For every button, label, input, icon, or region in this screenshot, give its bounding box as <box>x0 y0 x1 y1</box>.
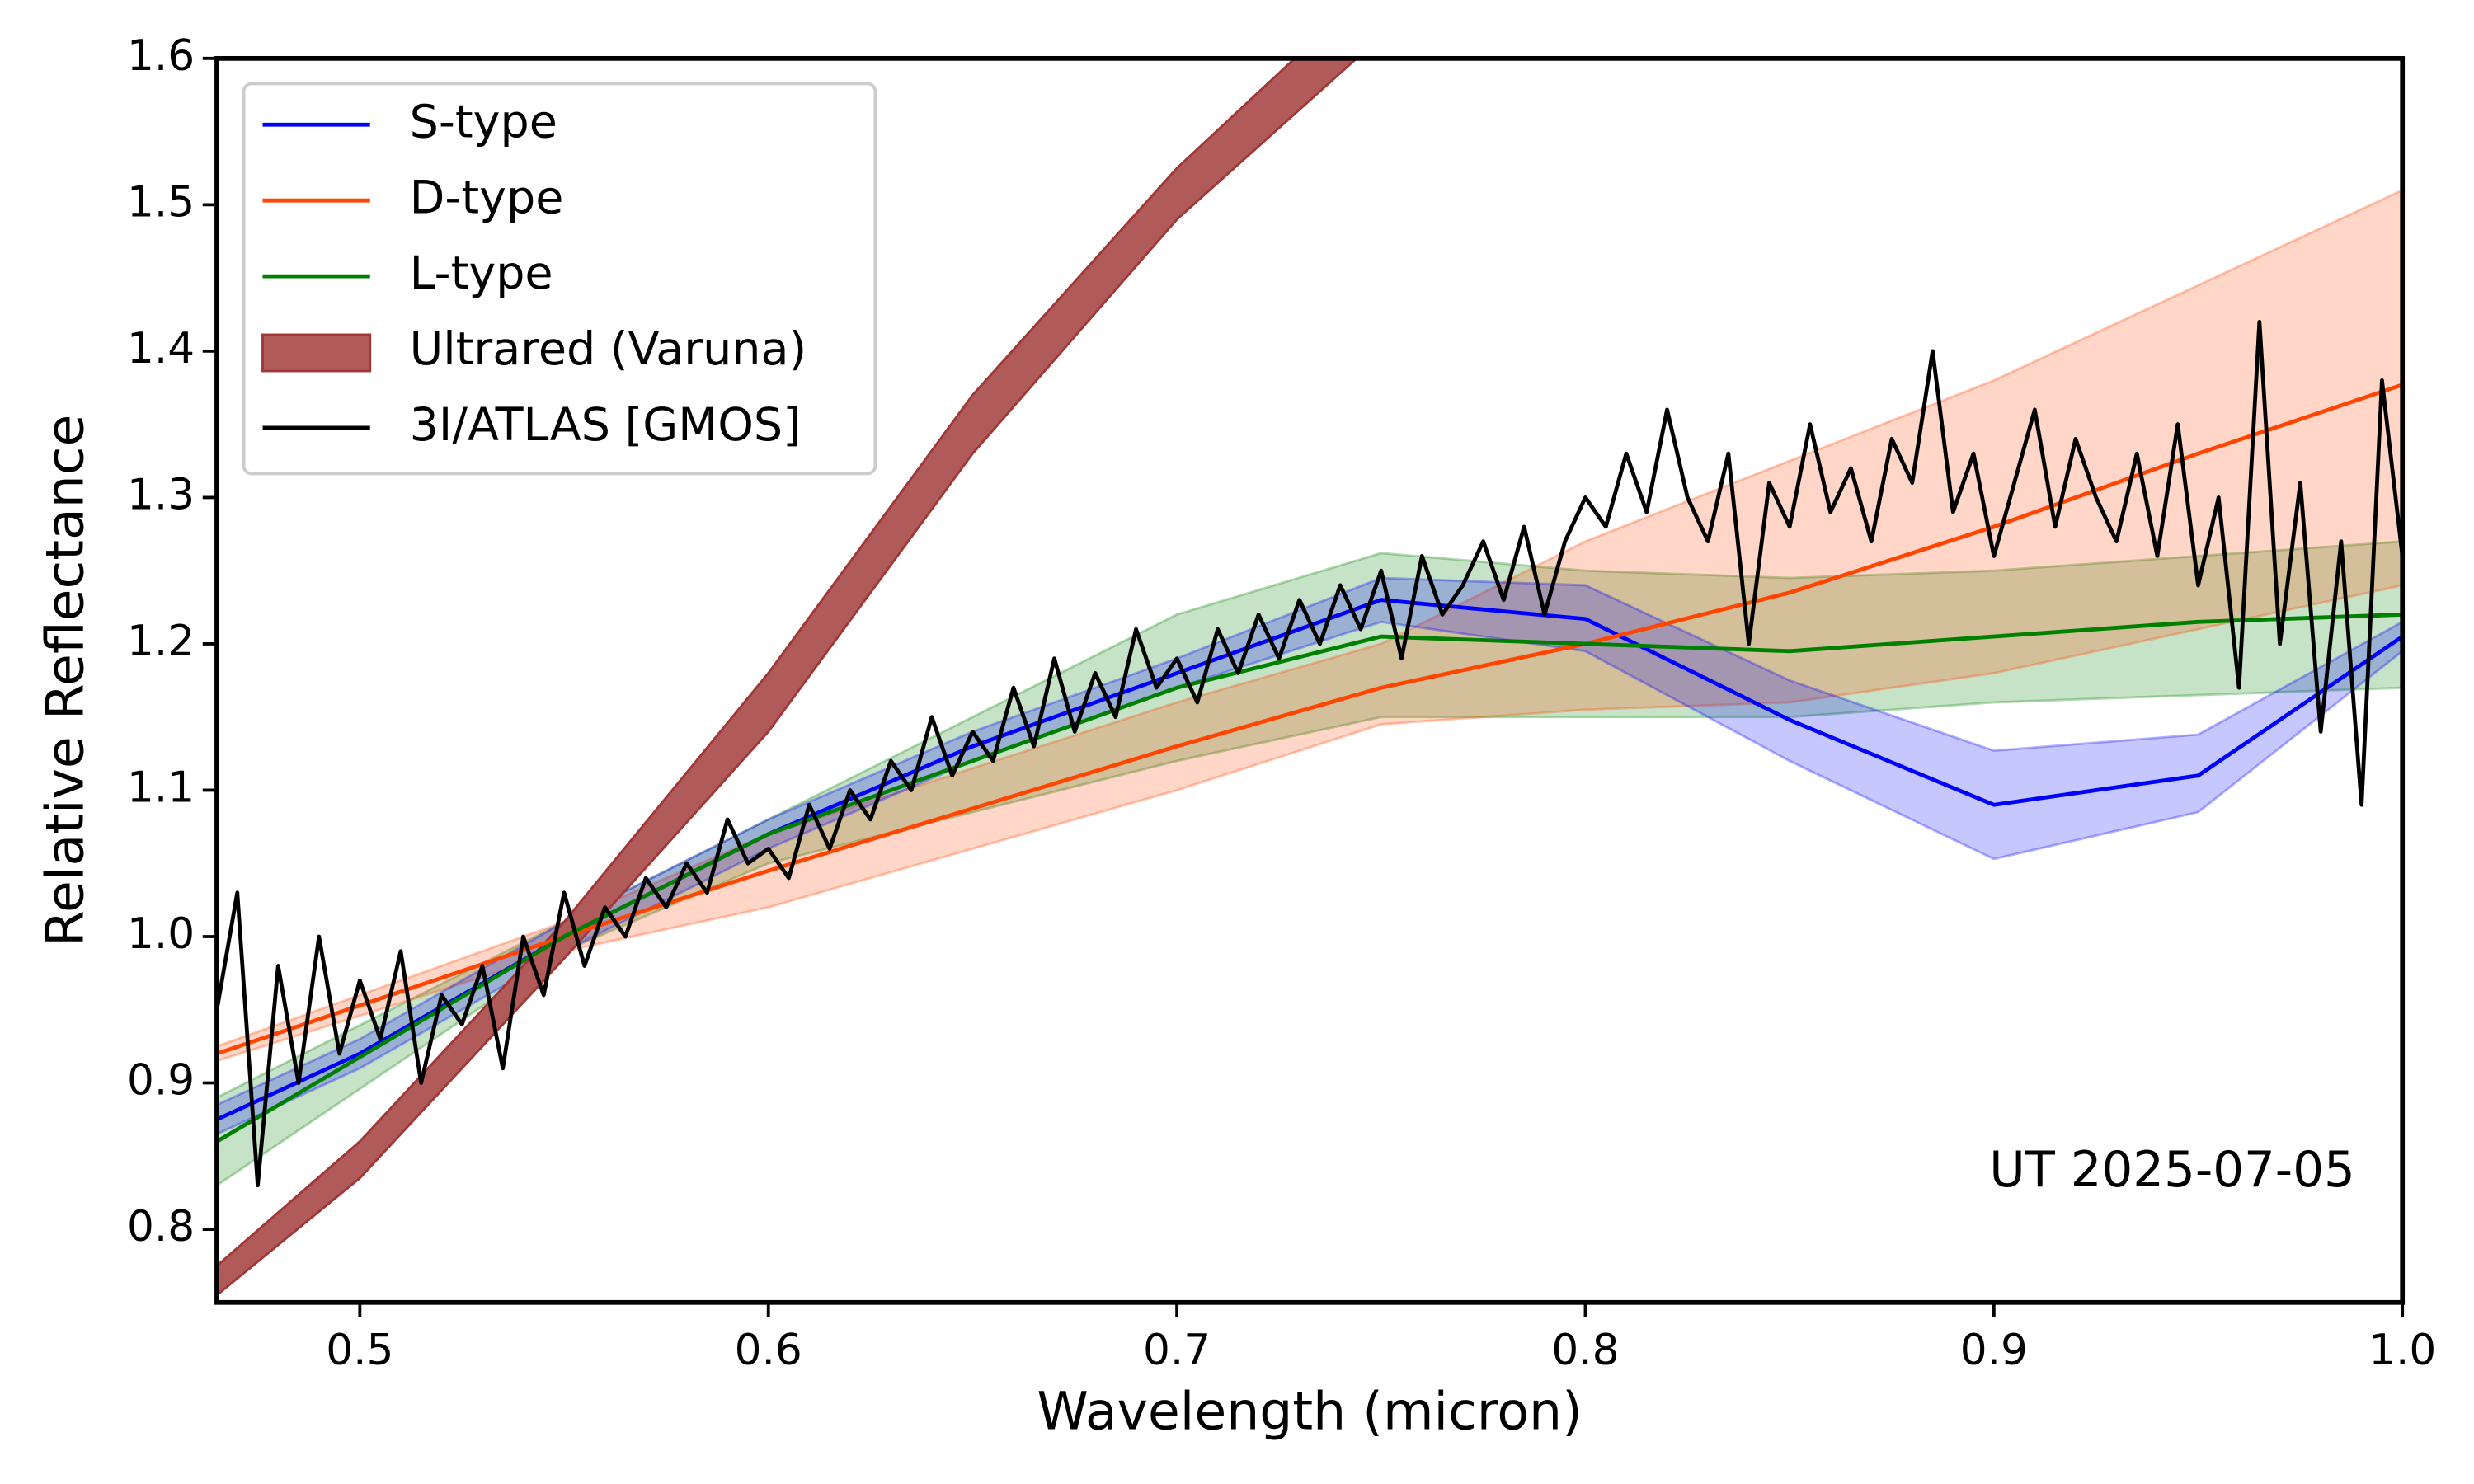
legend-text: L-type <box>410 247 553 300</box>
legend-swatch <box>261 333 372 373</box>
y-tick-label: 1.0 <box>127 909 195 959</box>
legend-text: 3I/ATLAS [GMOS] <box>410 398 801 452</box>
plot-area <box>216 58 2403 1297</box>
legend-box <box>242 82 877 476</box>
annotation: UT 2025-07-05 <box>1989 1141 2355 1198</box>
plot-frame <box>214 55 2406 1305</box>
y-axis-label: Relative Reflectance <box>35 415 96 946</box>
series-line <box>216 613 2403 1144</box>
y-tick-label: 1.6 <box>127 31 195 81</box>
legend-text: Ultrared (Varuna) <box>410 322 807 376</box>
series-line <box>216 319 2403 1188</box>
x-tick-label: 0.9 <box>1960 1326 2028 1375</box>
y-tick-label: 1.1 <box>127 763 195 812</box>
legend-text: S-type <box>410 95 557 148</box>
x-tick-label: 0.8 <box>1551 1326 1619 1375</box>
x-tick-label: 1.0 <box>2368 1326 2436 1375</box>
x-tick-label: 0.6 <box>735 1326 802 1375</box>
x-axis-label: Wavelength (micron) <box>1037 1380 1582 1441</box>
y-tick-label: 1.5 <box>127 177 195 227</box>
legend-text: D-type <box>410 171 564 224</box>
x-tick-label: 0.7 <box>1143 1326 1211 1375</box>
y-tick-label: 1.3 <box>127 470 195 519</box>
y-tick-label: 1.4 <box>127 324 195 373</box>
y-tick-label: 0.9 <box>127 1056 195 1106</box>
y-tick-label: 0.8 <box>127 1202 195 1252</box>
y-tick-label: 1.2 <box>127 617 195 666</box>
x-tick-label: 0.5 <box>326 1326 393 1375</box>
band <box>216 189 2403 1063</box>
